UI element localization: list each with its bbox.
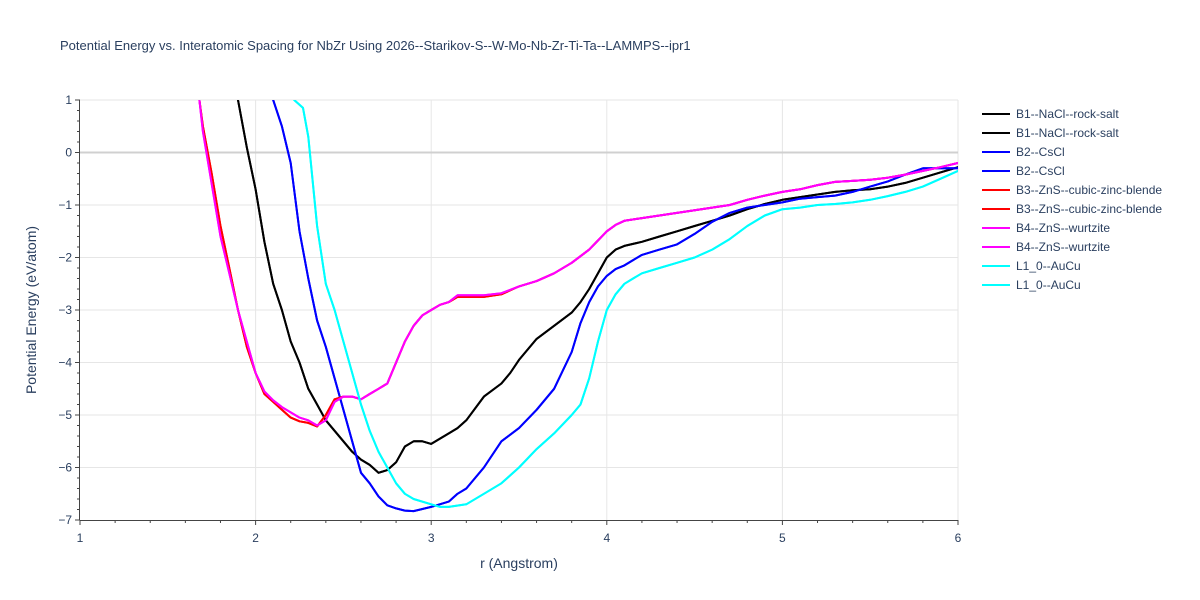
legend-label: B2--CsCl <box>1016 164 1065 178</box>
series-line-2 <box>272 100 958 513</box>
series-line-5 <box>198 100 958 428</box>
y-tick-label: −2 <box>58 251 72 265</box>
legend-label: B4--ZnS--wurtzite <box>1016 240 1110 254</box>
series-line-7 <box>198 100 958 427</box>
x-tick-label: 5 <box>779 531 786 545</box>
legend-label: B2--CsCl <box>1016 145 1065 159</box>
x-tick-label: 6 <box>955 531 962 545</box>
legend-item[interactable]: L1_0--AuCu <box>982 259 1081 273</box>
legend-item[interactable]: B4--ZnS--wurtzite <box>982 240 1110 254</box>
legend-item[interactable]: B1--NaCl--rock-salt <box>982 126 1119 140</box>
legend-item[interactable]: B4--ZnS--wurtzite <box>982 221 1110 235</box>
legend-label: B3--ZnS--cubic-zinc-blende <box>1016 183 1162 197</box>
legend-item[interactable]: B2--CsCl <box>982 164 1065 178</box>
legend-item[interactable]: L1_0--AuCu <box>982 278 1081 292</box>
series-line-9 <box>293 100 958 508</box>
legend-item[interactable]: B3--ZnS--cubic-zinc-blende <box>982 202 1162 216</box>
series-line-3 <box>272 100 958 513</box>
legend-label: B4--ZnS--wurtzite <box>1016 221 1110 235</box>
legend-label: B1--NaCl--rock-salt <box>1016 107 1119 121</box>
legend-item[interactable]: B3--ZnS--cubic-zinc-blende <box>982 183 1162 197</box>
legend-label: L1_0--AuCu <box>1016 278 1081 292</box>
series-line-4 <box>198 100 958 428</box>
x-tick-label: 1 <box>77 531 84 545</box>
y-tick-label: −1 <box>58 198 72 212</box>
y-tick-label: −7 <box>58 513 72 527</box>
legend-item[interactable]: B2--CsCl <box>982 145 1065 159</box>
series-lines <box>198 100 958 513</box>
y-tick-label: 1 <box>65 93 72 107</box>
y-tick-label: −5 <box>58 408 72 422</box>
legend-label: L1_0--AuCu <box>1016 259 1081 273</box>
y-tick-label: −6 <box>58 461 72 475</box>
y-tick-label: −4 <box>58 356 72 370</box>
y-axis-label: Potential Energy (eV/atom) <box>23 226 39 394</box>
chart-title: Potential Energy vs. Interatomic Spacing… <box>60 38 691 53</box>
x-tick-label: 4 <box>603 531 610 545</box>
x-axis-ticks: 1 2 3 4 5 6 <box>77 520 962 545</box>
x-axis-label: r (Angstrom) <box>480 555 558 571</box>
legend-label: B1--NaCl--rock-salt <box>1016 126 1119 140</box>
x-tick-label: 3 <box>428 531 435 545</box>
series-line-6 <box>198 100 958 427</box>
y-tick-label: −3 <box>58 303 72 317</box>
y-tick-label: 0 <box>65 146 72 160</box>
legend-item[interactable]: B1--NaCl--rock-salt <box>982 107 1119 121</box>
legend[interactable]: B1--NaCl--rock-salt B1--NaCl--rock-salt B2… <box>982 107 1162 292</box>
series-line-8 <box>293 100 958 508</box>
grid <box>80 99 959 520</box>
legend-label: B3--ZnS--cubic-zinc-blende <box>1016 202 1162 216</box>
x-tick-label: 2 <box>252 531 259 545</box>
y-axis-ticks: 1 0 −1 −2 −3 −4 −5 −6 −7 <box>58 93 80 527</box>
